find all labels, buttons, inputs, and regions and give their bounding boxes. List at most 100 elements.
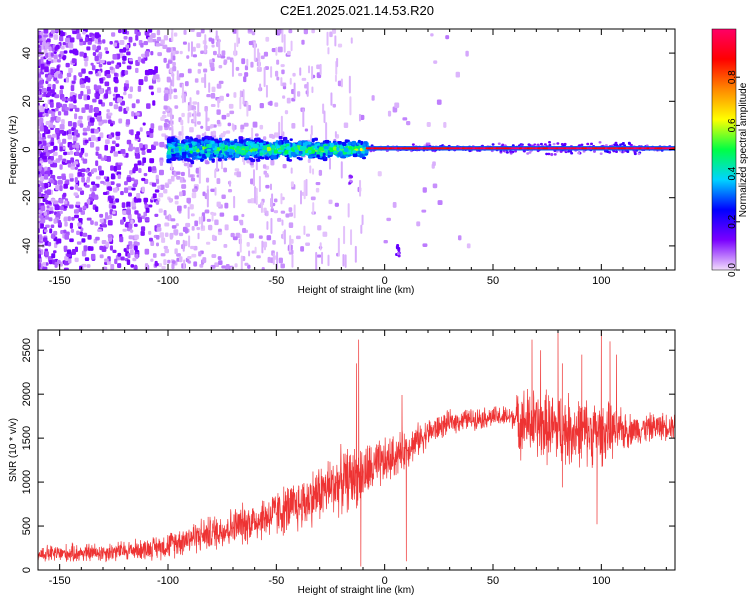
spectrogram-cell bbox=[110, 146, 116, 152]
spectrogram-cell bbox=[60, 45, 65, 50]
spectrogram-cell bbox=[341, 141, 347, 147]
spectrogram-cell bbox=[73, 192, 78, 196]
spectrogram-cell bbox=[196, 32, 202, 38]
spectrogram-cell bbox=[141, 58, 146, 64]
spectrogram-cell bbox=[73, 75, 77, 81]
spectrogram-cell bbox=[248, 29, 253, 32]
spectrogram-cell bbox=[81, 168, 86, 173]
spectrogram-cell bbox=[454, 147, 458, 150]
spectrogram-cell bbox=[226, 93, 230, 98]
spectrogram-cell bbox=[136, 31, 141, 36]
spectrogram-cell bbox=[43, 92, 47, 97]
colorbar: 0.0 0.2 0.4 0.6 0.8 Normalized spectral ampl… bbox=[711, 28, 749, 277]
figure-title: C2E1.2025.021.14.53.R20 bbox=[280, 3, 434, 18]
spectrogram-cell bbox=[300, 246, 305, 252]
spectrogram-cell bbox=[50, 30, 56, 34]
spectrogram-cell bbox=[184, 158, 189, 162]
spectrogram-cell bbox=[270, 217, 273, 234]
spectrogram-cell bbox=[144, 30, 150, 36]
spectrogram-cell bbox=[126, 139, 132, 145]
spectrogram-cell bbox=[271, 155, 277, 160]
spectrogram-cell bbox=[464, 147, 468, 150]
spectrogram-cell bbox=[270, 257, 274, 264]
spectrogram-cell bbox=[563, 142, 567, 146]
spectrogram-cell bbox=[370, 147, 375, 150]
spectrogram-cell bbox=[223, 140, 228, 145]
spectrogram-cell bbox=[299, 67, 302, 76]
spectrogram-cell bbox=[106, 109, 110, 113]
spectrogram-cell bbox=[171, 263, 175, 270]
spectrogram-cell bbox=[205, 177, 210, 183]
spectrogram-cell bbox=[176, 175, 181, 180]
spectrogram-cell bbox=[55, 79, 59, 84]
spectrogram-cell bbox=[506, 147, 510, 150]
spectrogram-cell bbox=[43, 29, 49, 34]
spectrogram-cell bbox=[53, 218, 57, 224]
spectrogram-cell bbox=[117, 263, 122, 269]
spectrogram-cell bbox=[89, 246, 94, 251]
spectrogram-cell bbox=[168, 127, 173, 131]
spectrogram-cell bbox=[203, 68, 208, 73]
spectrogram-cell bbox=[99, 59, 105, 64]
spectrogram-cell bbox=[43, 211, 48, 216]
spectrogram-cell bbox=[633, 151, 637, 154]
spectrogram-cell bbox=[76, 33, 81, 39]
spectrogram-cell bbox=[637, 152, 641, 156]
spectrogram-cell bbox=[211, 143, 215, 149]
spectrogram-cell bbox=[190, 177, 196, 182]
spectrogram-cell bbox=[125, 106, 130, 111]
spectrogram-cell bbox=[159, 232, 165, 238]
spectrogram-cell bbox=[280, 144, 284, 149]
spectrogram-cell bbox=[329, 147, 334, 153]
spectrogram-cell bbox=[79, 38, 84, 42]
spectrogram-cell bbox=[134, 245, 138, 251]
spectrogram-cell bbox=[537, 147, 541, 150]
spectrogram-cell bbox=[320, 143, 324, 147]
spectrogram-cell bbox=[87, 121, 92, 127]
spectrogram-cell bbox=[461, 147, 466, 150]
spectrogram-cell bbox=[242, 89, 245, 105]
spectrogram-cell bbox=[152, 193, 157, 199]
spectrogram-cell bbox=[39, 234, 43, 240]
spectrogram-cell bbox=[267, 256, 271, 263]
spectrogram-cell bbox=[417, 147, 422, 150]
spectrogram-cell bbox=[311, 143, 315, 147]
spectrogram-cell bbox=[44, 182, 48, 189]
spectrogram-cell bbox=[268, 150, 272, 155]
spectrogram-cell bbox=[143, 40, 149, 46]
spectrogram-cell bbox=[301, 39, 305, 45]
spectrogram-cell bbox=[265, 36, 270, 42]
spectrogram-cell bbox=[131, 205, 137, 210]
spectrogram-cell bbox=[82, 158, 88, 164]
spectrogram-cell bbox=[113, 104, 119, 110]
spectrogram-cell bbox=[563, 147, 567, 150]
spectrogram-cell bbox=[84, 152, 89, 157]
spectrogram-cell bbox=[67, 216, 71, 222]
spectrogram-cell bbox=[158, 208, 163, 213]
spectrogram-cell bbox=[173, 88, 177, 93]
spectrogram-cell bbox=[216, 156, 219, 171]
spectrogram-cell bbox=[212, 130, 217, 136]
spectrogram-cell bbox=[124, 223, 129, 228]
spectrogram-cell bbox=[69, 37, 75, 43]
spectrogram-cell bbox=[457, 235, 462, 241]
spectrogram-cell bbox=[110, 173, 115, 180]
spectrogram-cell bbox=[44, 229, 48, 233]
spectrogram-cell bbox=[112, 187, 118, 193]
spectrogram-cell bbox=[270, 208, 274, 213]
spectrogram-cell bbox=[101, 246, 107, 252]
spectrogram-cell bbox=[206, 218, 211, 222]
spectrogram-cell bbox=[591, 147, 596, 150]
spectrogram-cell bbox=[228, 188, 233, 193]
spectrogram-cell bbox=[144, 76, 148, 82]
spectrogram-x-tick-label: -150 bbox=[49, 275, 71, 287]
spectrogram-cell bbox=[98, 120, 103, 126]
snr-y-tick-label: 500 bbox=[21, 517, 33, 535]
spectrogram-cell bbox=[47, 241, 52, 247]
spectrogram-cell bbox=[63, 110, 69, 116]
spectrogram-cell bbox=[69, 50, 74, 54]
spectrogram-cell bbox=[44, 251, 49, 256]
spectrogram-cell bbox=[149, 127, 154, 134]
spectrogram-cell bbox=[500, 147, 505, 150]
spectrogram-cell bbox=[262, 136, 267, 141]
